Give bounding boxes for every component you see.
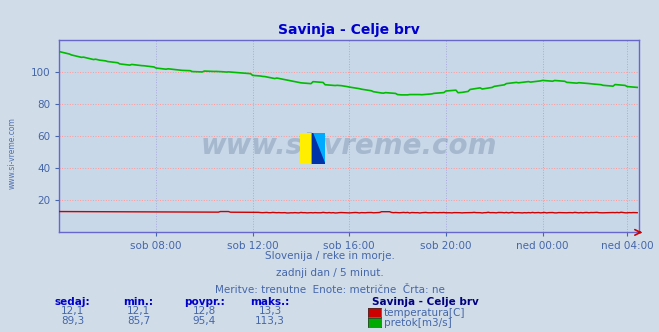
Title: Savinja - Celje brv: Savinja - Celje brv — [278, 23, 420, 37]
Text: 113,3: 113,3 — [255, 316, 285, 326]
Text: zadnji dan / 5 minut.: zadnji dan / 5 minut. — [275, 268, 384, 278]
Text: temperatura[C]: temperatura[C] — [384, 308, 465, 318]
Text: sedaj:: sedaj: — [55, 297, 90, 307]
Text: maks.:: maks.: — [250, 297, 290, 307]
Text: 95,4: 95,4 — [192, 316, 216, 326]
Text: Slovenija / reke in morje.: Slovenija / reke in morje. — [264, 251, 395, 261]
Text: www.si-vreme.com: www.si-vreme.com — [201, 132, 498, 160]
Text: min.:: min.: — [123, 297, 154, 307]
Text: pretok[m3/s]: pretok[m3/s] — [384, 318, 451, 328]
Text: Meritve: trenutne  Enote: metrične  Črta: ne: Meritve: trenutne Enote: metrične Črta: … — [215, 285, 444, 295]
Text: 12,1: 12,1 — [61, 306, 84, 316]
Polygon shape — [300, 133, 312, 164]
Text: 12,1: 12,1 — [127, 306, 150, 316]
Polygon shape — [312, 133, 325, 164]
Text: 85,7: 85,7 — [127, 316, 150, 326]
Text: povpr.:: povpr.: — [184, 297, 225, 307]
Text: 12,8: 12,8 — [192, 306, 216, 316]
Text: www.si-vreme.com: www.si-vreme.com — [8, 117, 17, 189]
Text: 13,3: 13,3 — [258, 306, 282, 316]
Text: 89,3: 89,3 — [61, 316, 84, 326]
Polygon shape — [312, 133, 325, 164]
Text: Savinja - Celje brv: Savinja - Celje brv — [372, 297, 479, 307]
